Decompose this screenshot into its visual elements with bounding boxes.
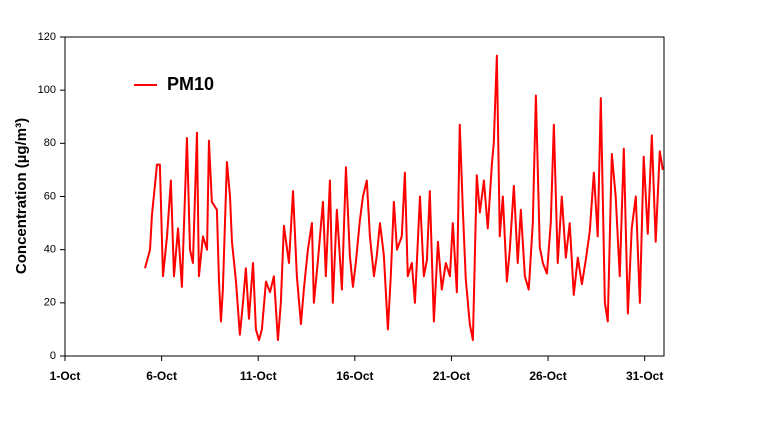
y-tick-label: 120	[38, 31, 56, 43]
legend-label: PM10	[167, 74, 214, 94]
x-tick-label: 21-Oct	[433, 369, 470, 383]
x-tick-label: 16-Oct	[336, 369, 373, 383]
y-tick-label: 20	[44, 297, 56, 309]
x-tick-label: 31-Oct	[626, 369, 663, 383]
x-tick-label: 26-Oct	[529, 369, 566, 383]
y-axis-label: Concentration (µg/m³)	[13, 118, 30, 274]
y-tick-label: 80	[44, 137, 56, 149]
x-tick-label: 11-Oct	[240, 369, 277, 383]
y-tick-label: 0	[50, 350, 56, 362]
x-tick-label: 1-Oct	[50, 369, 81, 383]
data-line	[144, 54, 664, 342]
x-tick-label: 6-Oct	[146, 369, 177, 383]
y-tick-label: 100	[38, 84, 56, 96]
y-tick-label: 60	[44, 190, 56, 202]
y-tick-label: 40	[44, 244, 56, 256]
